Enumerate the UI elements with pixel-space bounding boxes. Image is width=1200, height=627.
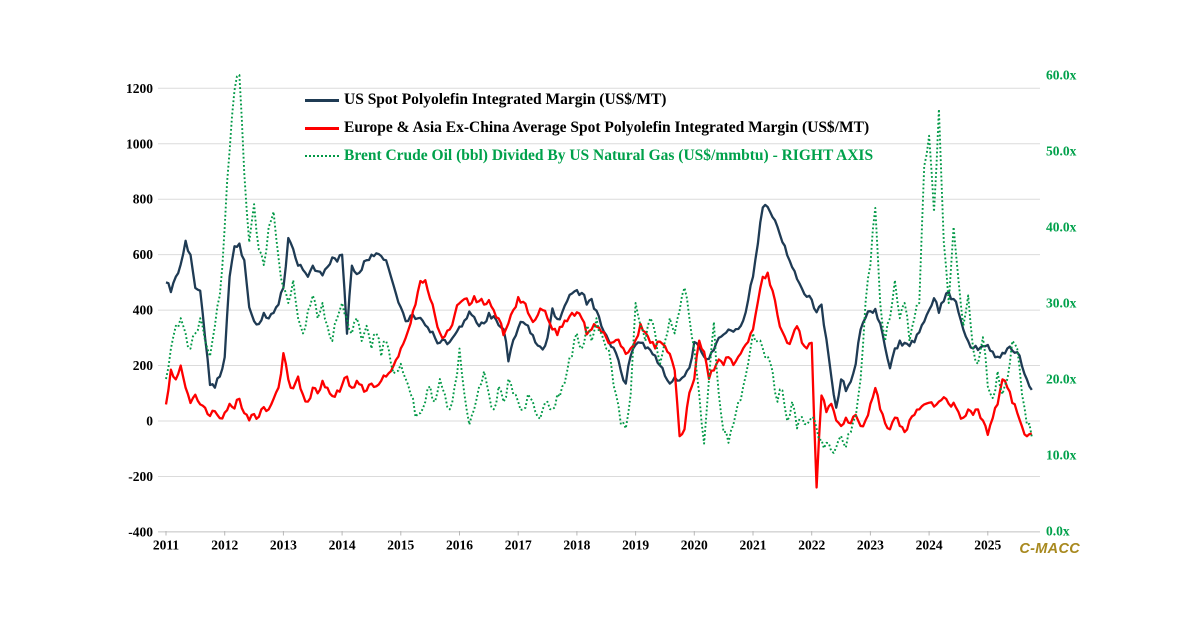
legend-item-brent-gas-ratio: Brent Crude Oil (bbl) Divided By US Natu… bbox=[305, 142, 873, 170]
left-axis-tick-label: 0 bbox=[146, 414, 153, 429]
left-axis-tick-label: -200 bbox=[128, 469, 153, 484]
legend-label-us-margin: US Spot Polyolefin Integrated Margin (US… bbox=[344, 91, 667, 108]
x-axis-year-label: 2020 bbox=[681, 538, 708, 553]
x-axis-year-label: 2023 bbox=[857, 538, 884, 553]
x-axis-year-label: 2017 bbox=[505, 538, 532, 553]
brent-gas-ratio-dotted-swatch-icon bbox=[305, 155, 339, 157]
left-axis-tick-label: 1200 bbox=[126, 81, 153, 96]
right-axis-tick-label: 10.0x bbox=[1046, 448, 1077, 463]
x-axis-year-label: 2013 bbox=[270, 538, 297, 553]
left-axis-tick-label: 200 bbox=[133, 358, 154, 373]
x-axis-year-label: 2021 bbox=[740, 538, 767, 553]
us-margin-line bbox=[165, 203, 1033, 409]
x-axis-year-label: 2024 bbox=[916, 538, 943, 553]
x-axis-year-label: 2022 bbox=[798, 538, 825, 553]
chart-legend: US Spot Polyolefin Integrated Margin (US… bbox=[305, 86, 873, 170]
cmacc-watermark: C-MACC bbox=[1019, 541, 1080, 557]
left-axis-tick-label: 1000 bbox=[126, 136, 153, 151]
x-axis-year-label: 2014 bbox=[329, 538, 356, 553]
legend-label-brent-gas-ratio: Brent Crude Oil (bbl) Divided By US Natu… bbox=[344, 147, 874, 164]
x-axis-year-label: 2015 bbox=[387, 538, 414, 553]
x-axis-year-label: 2012 bbox=[211, 538, 238, 553]
x-axis-year-label: 2018 bbox=[563, 538, 590, 553]
legend-item-us-margin: US Spot Polyolefin Integrated Margin (US… bbox=[305, 86, 873, 114]
right-axis-tick-label: 50.0x bbox=[1046, 144, 1077, 159]
left-axis-tick-label: 600 bbox=[133, 247, 154, 262]
europe-asia-margin-line-swatch-icon bbox=[305, 126, 339, 130]
right-axis-tick-label: 0.0x bbox=[1046, 524, 1070, 539]
right-axis-tick-label: 20.0x bbox=[1046, 372, 1077, 387]
left-axis-tick-label: 800 bbox=[133, 192, 154, 207]
europe-asia-margin-line bbox=[164, 271, 1033, 489]
x-axis-year-label: 2025 bbox=[974, 538, 1001, 553]
x-axis-year-label: 2011 bbox=[153, 538, 180, 553]
legend-item-europe-asia-margin: Europe & Asia Ex-China Average Spot Poly… bbox=[305, 114, 873, 142]
brent-gas-ratio-line bbox=[165, 74, 1033, 454]
x-axis-year-label: 2016 bbox=[446, 538, 473, 553]
right-axis-tick-label: 60.0x bbox=[1046, 68, 1077, 83]
right-axis-tick-label: 40.0x bbox=[1046, 220, 1077, 235]
legend-label-europe-asia-margin: Europe & Asia Ex-China Average Spot Poly… bbox=[344, 119, 870, 136]
right-axis-tick-label: 30.0x bbox=[1046, 296, 1077, 311]
us-margin-line-swatch-icon bbox=[305, 98, 339, 102]
x-axis-year-label: 2019 bbox=[622, 538, 649, 553]
left-axis-tick-label: -400 bbox=[128, 524, 153, 539]
left-axis-tick-label: 400 bbox=[133, 303, 154, 318]
